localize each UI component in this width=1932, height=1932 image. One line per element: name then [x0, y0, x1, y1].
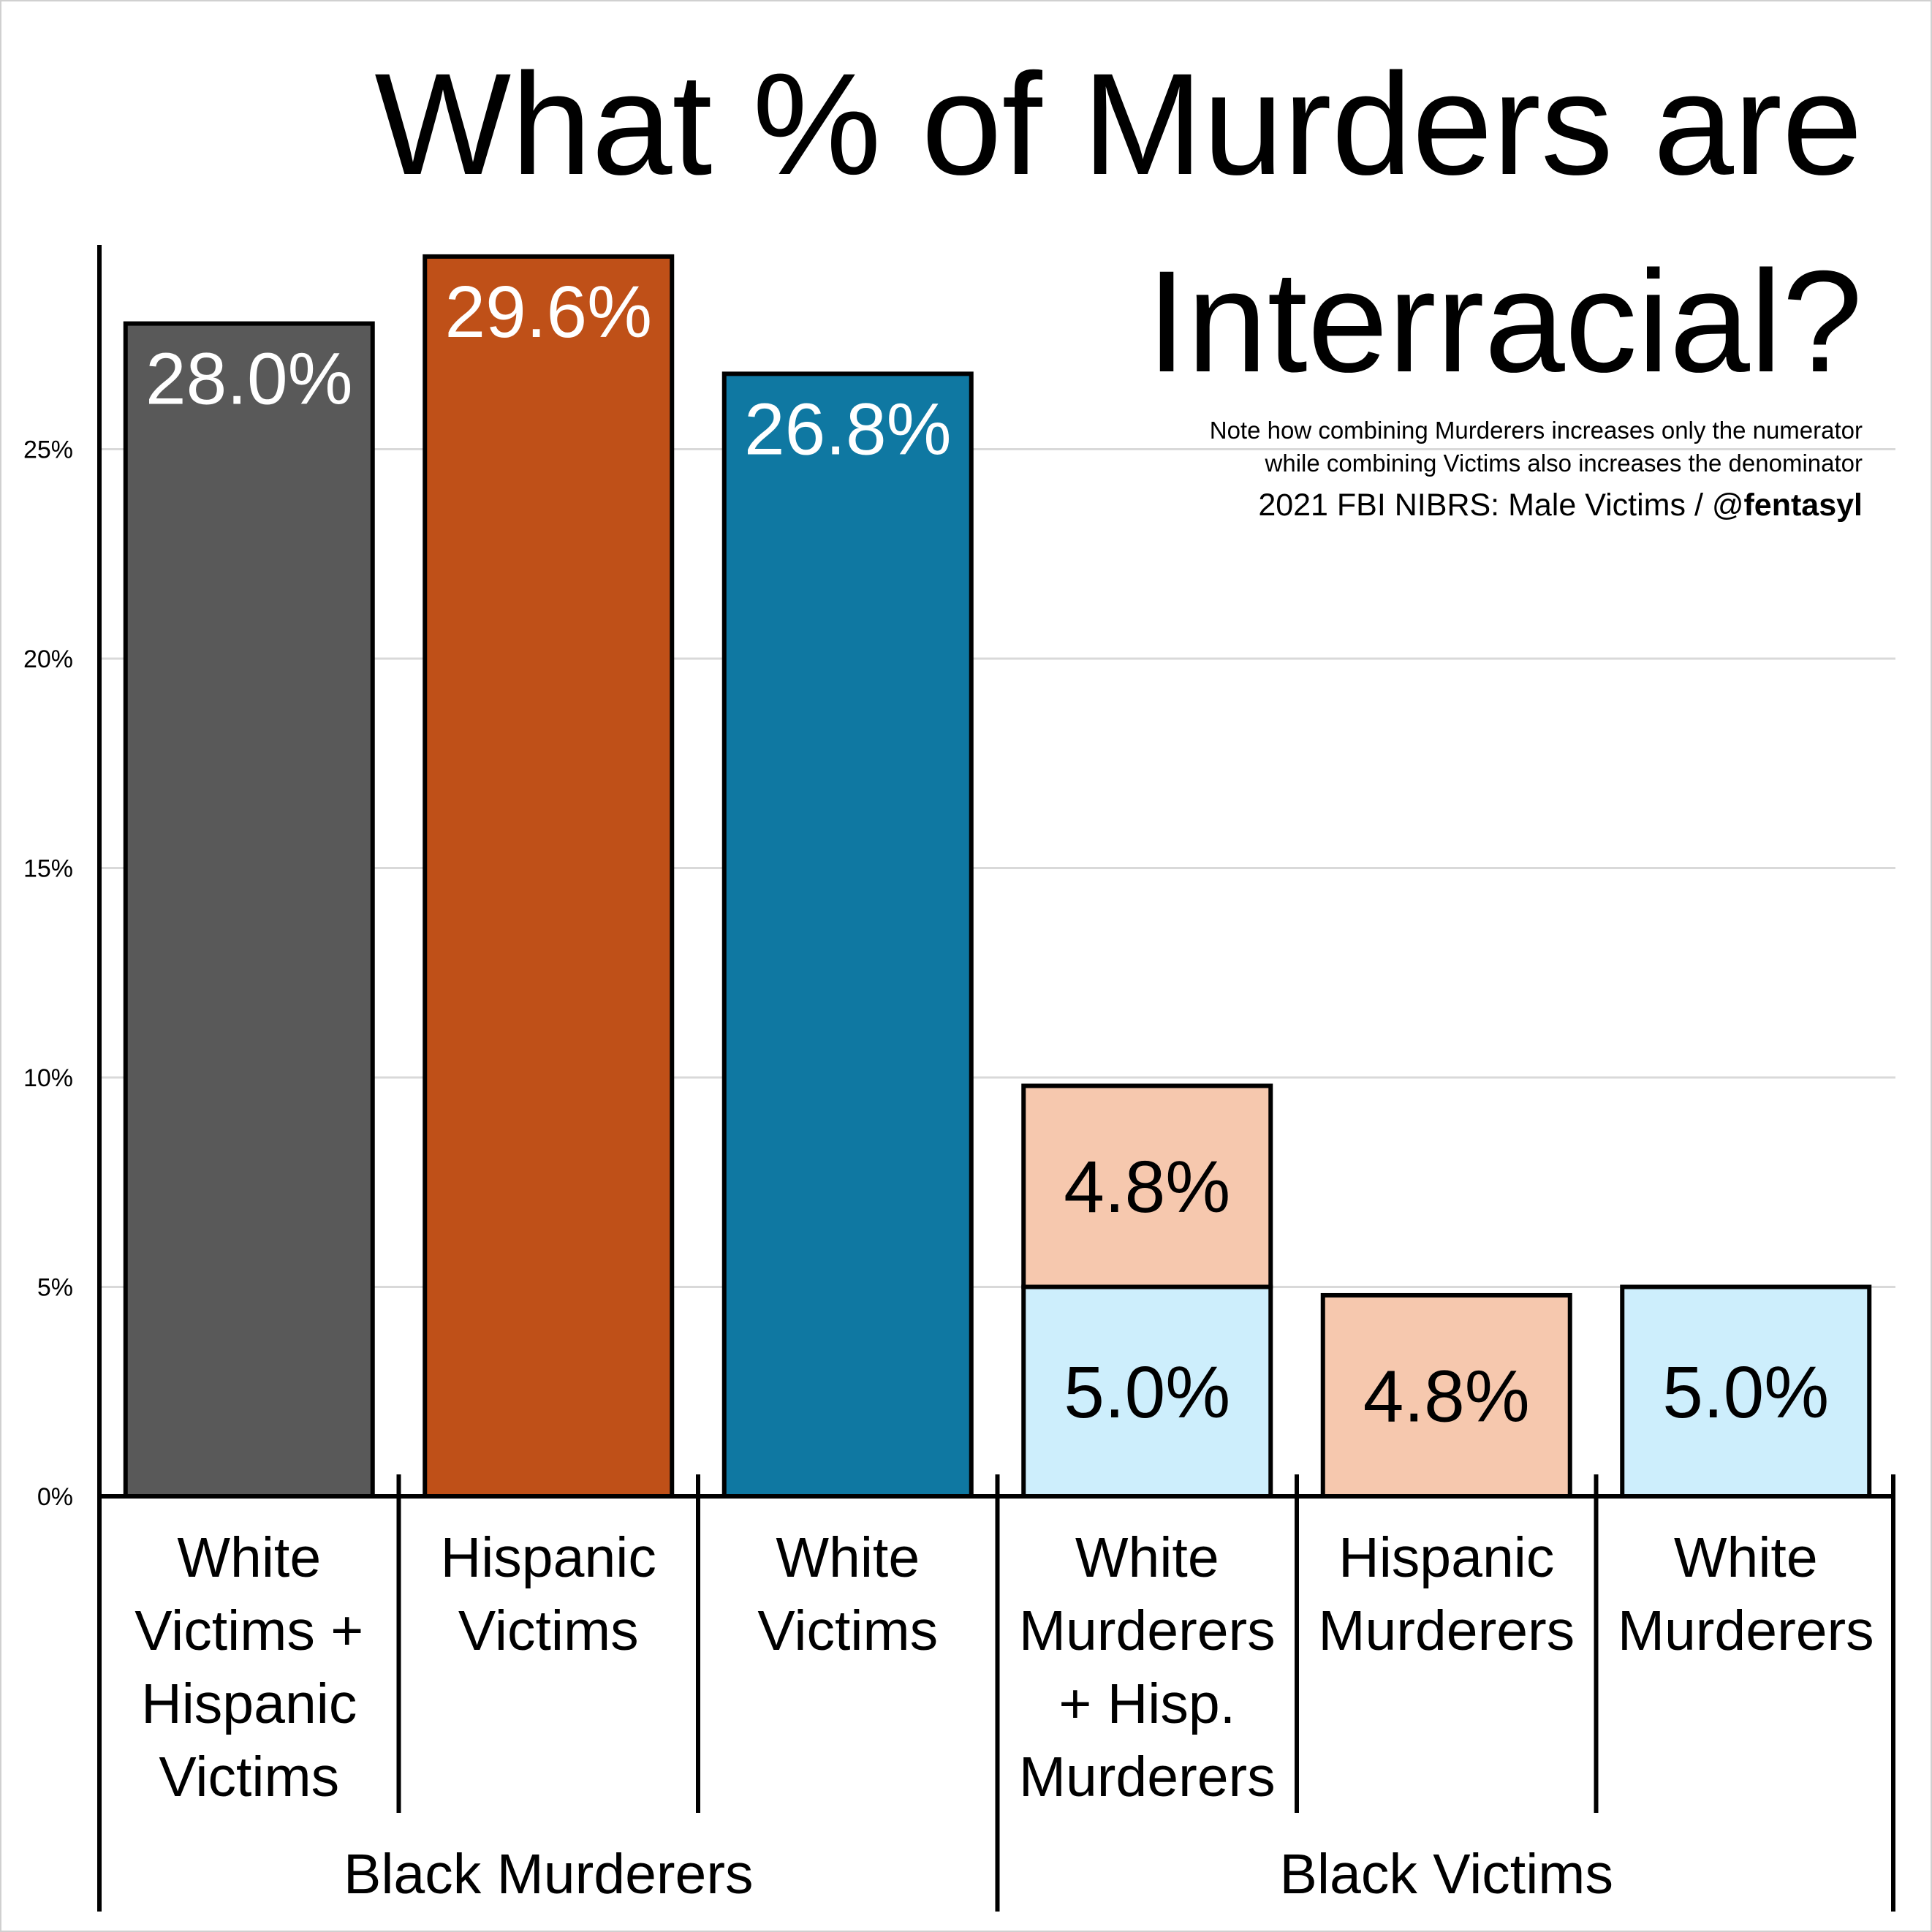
y-axis-ticks: 0% 5% 10% 15% 20% 25% [23, 436, 73, 1512]
bar-segment [721, 371, 974, 1499]
y-tick-label: 25% [23, 436, 73, 464]
bar-segment [123, 321, 375, 1499]
y-tick-label: 10% [23, 1064, 73, 1092]
y-tick-label: 5% [37, 1274, 73, 1302]
bar-segment [1021, 1083, 1273, 1289]
x-category-label: White [177, 1526, 321, 1589]
chart-title-line-1: What % of Murders are [374, 43, 1863, 205]
x-category-label: Victims [159, 1746, 339, 1808]
x-category-label: Hispanic [1338, 1526, 1554, 1589]
chart-source-handle: fentasyl [1743, 488, 1863, 523]
axes [97, 245, 1895, 1912]
x-category-label: White [1075, 1526, 1219, 1589]
chart-note-line-2: while combining Victims also increases t… [1265, 450, 1863, 477]
x-category-label: Victims + [135, 1599, 363, 1662]
group-label: Black Victims [1280, 1843, 1613, 1906]
chart-source: 2021 FBI NIBRS: Male Victims / @fentasyl [1258, 488, 1863, 523]
x-category-label: Murderers [1318, 1599, 1575, 1662]
x-category-label: Hispanic [141, 1672, 357, 1735]
x-category-label: Victims [458, 1599, 639, 1662]
chart-note-line-1: Note how combining Murderers increases o… [1210, 417, 1863, 444]
bar-value-label: 29.6% [444, 271, 652, 353]
x-axis-labels: White Victims + Hispanic Victims Hispanic Vic… [135, 1526, 1874, 1906]
chart-source-text: 2021 FBI NIBRS: Male Victims / @ [1258, 488, 1743, 523]
y-tick-label: 15% [23, 855, 73, 883]
x-category-label: Murderers [1019, 1746, 1276, 1808]
x-category-label: Victims [757, 1599, 938, 1662]
bar-segment [1021, 1284, 1273, 1499]
bar-segment [423, 254, 675, 1499]
x-category-label: + Hisp. [1058, 1672, 1235, 1735]
bar-segment [1620, 1284, 1872, 1499]
bar-value-label: 5.0% [1662, 1352, 1829, 1433]
x-category-label: Murderers [1618, 1599, 1874, 1662]
x-category-label: Hispanic [441, 1526, 656, 1589]
bar-value-label: 4.8% [1064, 1146, 1230, 1228]
y-tick-label: 20% [23, 645, 73, 673]
group-label: Black Murderers [344, 1843, 754, 1906]
x-category-label: Murderers [1019, 1599, 1276, 1662]
title-block: What % of Murders are Interracial? Note … [374, 43, 1863, 523]
gridlines [99, 448, 1895, 1288]
bar-value-label: 4.8% [1363, 1355, 1530, 1437]
x-category-label: White [1674, 1526, 1818, 1589]
x-category-label: White [776, 1526, 920, 1589]
bar-value-label: 5.0% [1064, 1352, 1230, 1433]
chart-title-line-2: Interracial? [1147, 240, 1863, 402]
bar-value-label: 28.0% [145, 338, 353, 420]
y-tick-label: 0% [37, 1483, 73, 1511]
bar-value-label: 26.8% [744, 388, 952, 470]
